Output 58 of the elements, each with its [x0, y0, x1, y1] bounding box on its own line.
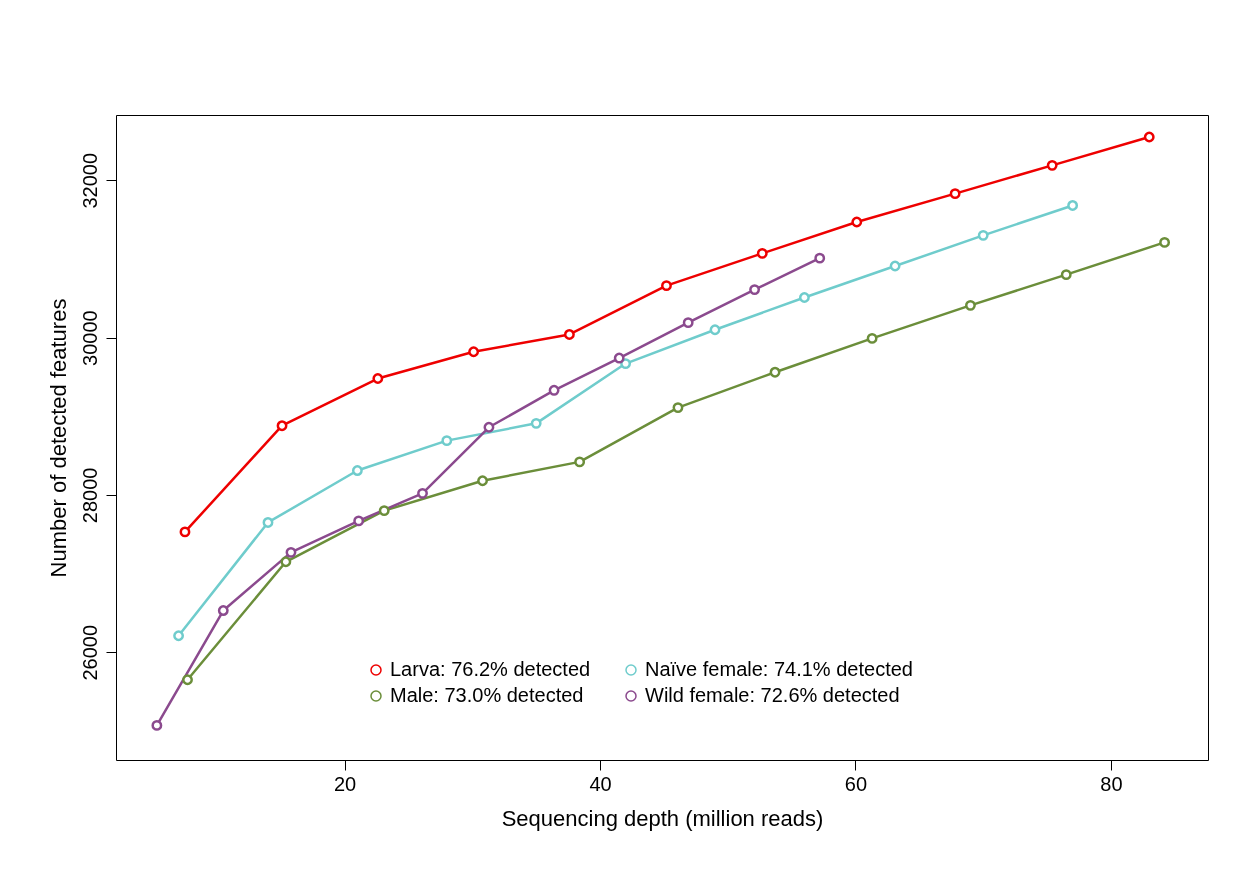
legend-label: Larva: 76.2% detected [390, 658, 591, 680]
point [661, 280, 672, 292]
point [814, 252, 826, 264]
point [574, 456, 586, 468]
legend-label: Male: 73.0% detected [390, 684, 584, 706]
point [468, 346, 480, 358]
point [548, 384, 560, 396]
y-tick-label: 32000 [78, 152, 101, 209]
legend-label: Wild female: 72.6% detected [645, 684, 900, 706]
point [798, 292, 810, 303]
point [1067, 200, 1079, 211]
point [756, 248, 768, 259]
point [483, 421, 495, 433]
point [417, 487, 428, 499]
point [749, 284, 761, 296]
point [1060, 269, 1072, 281]
x-tick-label: 40 [589, 772, 612, 795]
point [563, 329, 575, 340]
point [1143, 131, 1155, 143]
y-tick-label: 30000 [78, 310, 101, 366]
point [949, 188, 961, 200]
point [709, 324, 721, 336]
point [620, 358, 632, 369]
point [353, 515, 365, 527]
point [613, 352, 625, 364]
point [1159, 237, 1171, 248]
x-tick-label: 60 [844, 772, 868, 795]
y-tick-label: 28000 [78, 467, 101, 524]
point [851, 216, 863, 228]
point [262, 517, 274, 528]
point [889, 260, 901, 272]
point [1046, 159, 1058, 171]
point [372, 373, 384, 384]
point [866, 332, 878, 344]
point [378, 505, 390, 517]
x-tick-label: 80 [1100, 772, 1123, 795]
point [285, 546, 297, 558]
point [173, 630, 185, 642]
point [965, 299, 976, 311]
legend-label: Naïve female: 74.1% detected [645, 658, 913, 680]
point [351, 465, 363, 476]
point [477, 475, 488, 487]
point [672, 402, 684, 414]
point [276, 420, 288, 432]
point [530, 417, 542, 429]
x-axis-title: Sequencing depth (million reads) [501, 805, 824, 831]
point [151, 719, 163, 731]
x-tick-label: 20 [333, 772, 357, 795]
point [217, 605, 229, 616]
y-tick-label: 26000 [78, 624, 101, 681]
point [182, 674, 193, 686]
point [179, 526, 191, 538]
point [280, 556, 292, 568]
point [441, 435, 453, 447]
point [769, 366, 781, 378]
y-axis-title: Number of detected features [45, 298, 71, 578]
point [682, 317, 694, 329]
point [977, 229, 989, 241]
